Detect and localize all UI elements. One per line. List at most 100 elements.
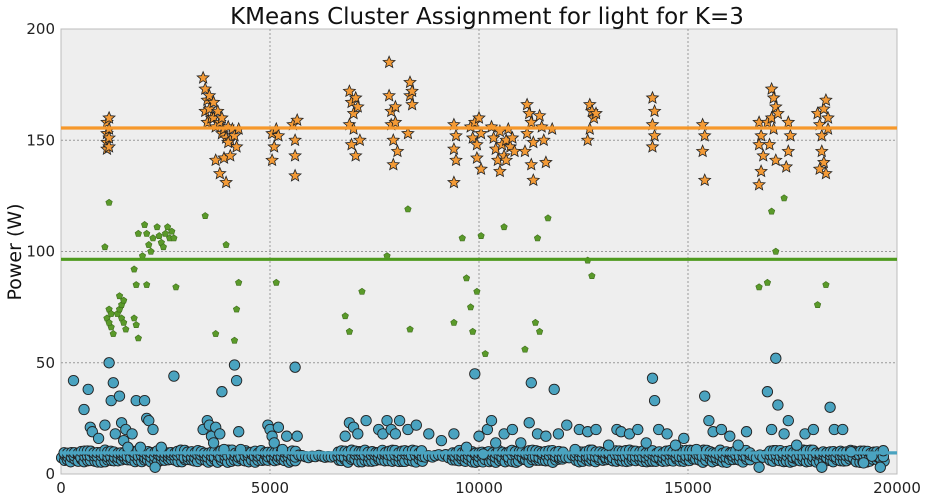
data-point-mid xyxy=(462,274,471,282)
data-point-low xyxy=(469,368,481,380)
data-point-high xyxy=(403,75,417,89)
data-point-mid xyxy=(232,305,241,313)
data-point-high xyxy=(290,112,305,127)
data-point-mid xyxy=(145,241,153,248)
data-point-mid xyxy=(141,221,149,228)
data-point-high xyxy=(348,90,363,104)
data-point-mid xyxy=(500,223,508,231)
data-point-mid xyxy=(341,312,349,320)
data-point-high xyxy=(405,84,419,98)
data-point-low xyxy=(548,383,560,396)
data-point-high xyxy=(405,97,419,111)
data-point-mid xyxy=(143,229,151,237)
data-point-low xyxy=(448,428,460,440)
data-point-high xyxy=(386,133,401,147)
data-point-high xyxy=(342,84,357,98)
data-point-low xyxy=(740,426,753,438)
data-point-mid xyxy=(101,243,109,251)
data-point-low xyxy=(703,414,715,427)
data-point-low xyxy=(515,437,527,449)
data-point-high xyxy=(223,148,238,162)
data-point-high xyxy=(449,128,463,142)
data-point-high xyxy=(206,95,221,109)
data-point-low xyxy=(360,414,372,427)
data-point-high xyxy=(781,144,796,158)
data-point-high xyxy=(265,153,280,167)
data-point-low xyxy=(525,377,537,389)
data-point-high xyxy=(771,106,785,120)
x-tick-label: 15000 xyxy=(664,479,712,497)
data-point-mid xyxy=(406,325,414,333)
data-point-high xyxy=(388,99,403,113)
data-point-mid xyxy=(588,272,596,280)
data-point-low xyxy=(138,394,151,407)
data-point-low xyxy=(67,374,80,387)
y-tick-label: 150 xyxy=(26,131,55,149)
data-point-mid xyxy=(477,232,485,239)
data-point-low xyxy=(216,386,228,398)
data-point-low xyxy=(389,428,402,440)
data-point-high xyxy=(524,157,539,171)
data-point-low xyxy=(272,421,285,433)
data-point-low xyxy=(807,423,820,436)
data-point-mid xyxy=(536,327,544,335)
data-point-low xyxy=(92,432,105,445)
data-point-high xyxy=(202,88,217,102)
data-point-mid xyxy=(109,330,117,337)
data-point-high xyxy=(474,161,489,176)
data-point-low xyxy=(109,428,121,440)
data-point-low xyxy=(289,361,301,373)
data-point-high xyxy=(219,175,233,189)
data-point-high xyxy=(486,130,501,144)
data-point-high xyxy=(449,153,463,167)
data-point-high xyxy=(766,90,781,104)
y-tick-label: 0 xyxy=(45,465,55,483)
data-point-low xyxy=(423,428,435,440)
data-point-high xyxy=(518,144,532,158)
data-point-high xyxy=(532,108,547,122)
data-point-low xyxy=(268,437,280,449)
data-point-high xyxy=(446,175,461,189)
data-point-high xyxy=(102,139,117,153)
data-point-high xyxy=(446,141,461,156)
data-point-mid xyxy=(235,278,243,286)
data-point-mid xyxy=(780,194,788,202)
data-point-high xyxy=(764,81,779,95)
data-point-low xyxy=(732,439,744,451)
data-point-mid xyxy=(155,232,163,239)
data-point-mid xyxy=(272,278,280,286)
data-point-high xyxy=(768,153,783,167)
data-point-mid xyxy=(521,345,529,353)
data-point-low xyxy=(147,423,159,436)
data-point-mid xyxy=(130,265,138,273)
data-point-high xyxy=(499,153,514,167)
data-point-high xyxy=(390,144,405,158)
data-point-low xyxy=(78,403,90,416)
data-point-high xyxy=(783,128,798,142)
data-point-high xyxy=(520,126,535,140)
data-point-low xyxy=(460,441,473,453)
data-point-low xyxy=(874,461,886,473)
data-point-high xyxy=(346,106,361,120)
data-point-low xyxy=(699,390,711,402)
data-point-low xyxy=(113,390,126,402)
data-point-low xyxy=(816,461,828,473)
data-point-low xyxy=(761,386,774,398)
data-point-high xyxy=(589,106,603,120)
data-point-low xyxy=(506,423,519,436)
data-point-low xyxy=(837,423,849,436)
data-point-high xyxy=(400,126,415,140)
data-point-high xyxy=(817,101,831,115)
data-point-low xyxy=(207,437,220,449)
data-point-mid xyxy=(172,283,180,291)
data-point-high xyxy=(202,101,217,115)
data-point-high xyxy=(271,128,286,142)
data-point-high xyxy=(582,97,597,111)
data-point-low xyxy=(107,377,119,389)
data-point-low xyxy=(824,401,836,413)
data-point-mid xyxy=(164,223,172,231)
data-point-mid xyxy=(345,327,354,335)
data-point-mid xyxy=(458,234,466,242)
data-point-low xyxy=(103,357,115,369)
data-point-mid xyxy=(115,292,124,300)
